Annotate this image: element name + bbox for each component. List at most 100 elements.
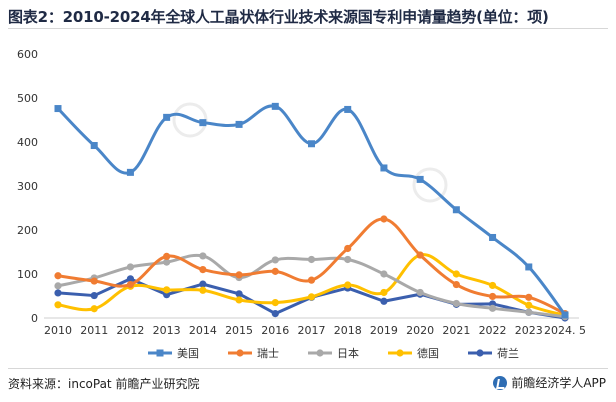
x-tick-label: 2018 [334,324,362,337]
legend-marker [156,349,164,357]
y-axis: 0 100 200 300 400 500 600 [17,48,38,325]
title-divider [8,28,608,29]
data-point [344,105,352,113]
x-tick-label: 2019 [370,324,398,337]
x-tick-label: 2017 [298,324,326,337]
legend: 美国 瑞士 日本 德国 荷兰 [148,346,519,360]
data-point [54,105,62,113]
data-point [452,299,460,308]
data-point [488,304,497,312]
data-point [416,288,424,297]
line-chart: 0 100 200 300 400 500 600 2010 2011 2012 2013 2014… [17,48,586,360]
data-point [452,280,460,289]
data-point [163,113,171,121]
legend-label: 荷兰 [497,347,519,360]
data-point [126,280,135,289]
source-note: 资料来源：incoPat 前瞻产业研究院 [8,377,200,391]
data-point [271,299,279,307]
data-point [489,233,497,241]
x-tick-label: 2010 [44,324,72,337]
x-axis: 2010 2011 2012 2013 2014 2015 2016 2017 2018 2019… [44,317,586,337]
data-point [271,256,279,264]
legend-marker [236,349,244,357]
x-tick-label: 2016 [261,324,289,337]
data-point [163,258,171,266]
y-tick-label: 100 [17,268,38,281]
y-tick-label: 400 [17,136,38,149]
series-path [57,253,566,317]
brand-label: 前瞻经济学人APP [511,376,606,390]
legend-marker [476,349,484,357]
x-tick-label: 2013 [153,324,181,337]
x-tick-label: 2022 [479,324,507,337]
data-point [90,291,98,300]
data-point [380,297,388,305]
y-tick-label: 500 [17,92,38,105]
legend-label: 德国 [417,346,439,360]
data-point [126,263,135,271]
data-point [416,175,424,183]
data-point [344,244,352,253]
data-point [380,270,388,278]
brand: 前瞻经济学人APP [493,374,606,391]
data-point [380,215,388,223]
data-point [271,102,279,110]
data-point [561,311,569,319]
legend-label: 瑞士 [257,346,279,360]
data-point [126,168,134,176]
data-point [235,290,243,298]
qianzhan-logo-icon [493,375,508,390]
y-tick-label: 600 [17,48,38,61]
x-tick-label: 2024. 5 [544,324,586,337]
data-point [344,281,352,289]
legend-item: 美国 [148,347,199,360]
y-tick-label: 0 [31,312,38,325]
data-point [199,286,207,294]
data-point [54,272,62,280]
data-point [126,275,135,283]
data-point [163,286,171,294]
x-tick-label: 2011 [80,324,108,337]
data-point [307,293,316,301]
chart-title: 图表2：2010-2024年全球人工晶状体行业技术来源国专利申请量趋势(单位：项… [8,8,549,26]
data-point [90,142,98,150]
series-group [54,102,569,322]
data-point [380,164,388,172]
data-point [235,296,243,304]
legend-item: 瑞士 [228,346,279,360]
data-point [416,251,424,259]
watermark [172,102,448,203]
data-point [380,288,388,297]
data-point [307,276,316,284]
data-point [452,206,460,214]
legend-marker [396,349,404,357]
data-point [344,255,352,264]
data-point [525,263,533,271]
y-tick-label: 300 [17,180,38,193]
legend-item: 日本 [308,346,359,360]
x-tick-label: 2021 [442,324,470,337]
footer-divider [8,368,608,369]
legend-item: 荷兰 [468,347,519,360]
data-point [488,281,497,290]
data-point [235,120,243,128]
series-line [54,252,569,321]
data-point [307,255,316,264]
x-tick-label: 2023 [515,324,543,337]
x-tick-label: 2015 [225,324,253,337]
data-point [452,270,460,278]
data-point [199,266,207,274]
watermark-mark [412,167,448,203]
data-point [163,252,171,260]
data-point [488,292,497,301]
data-point [271,310,279,318]
series-line [54,102,569,319]
legend-item: 德国 [388,346,439,360]
data-point [525,301,533,309]
data-point [54,282,62,290]
data-point [235,271,243,279]
data-point [199,119,207,127]
data-point [90,305,98,313]
x-tick-label: 2012 [116,324,144,337]
data-point [525,293,533,301]
